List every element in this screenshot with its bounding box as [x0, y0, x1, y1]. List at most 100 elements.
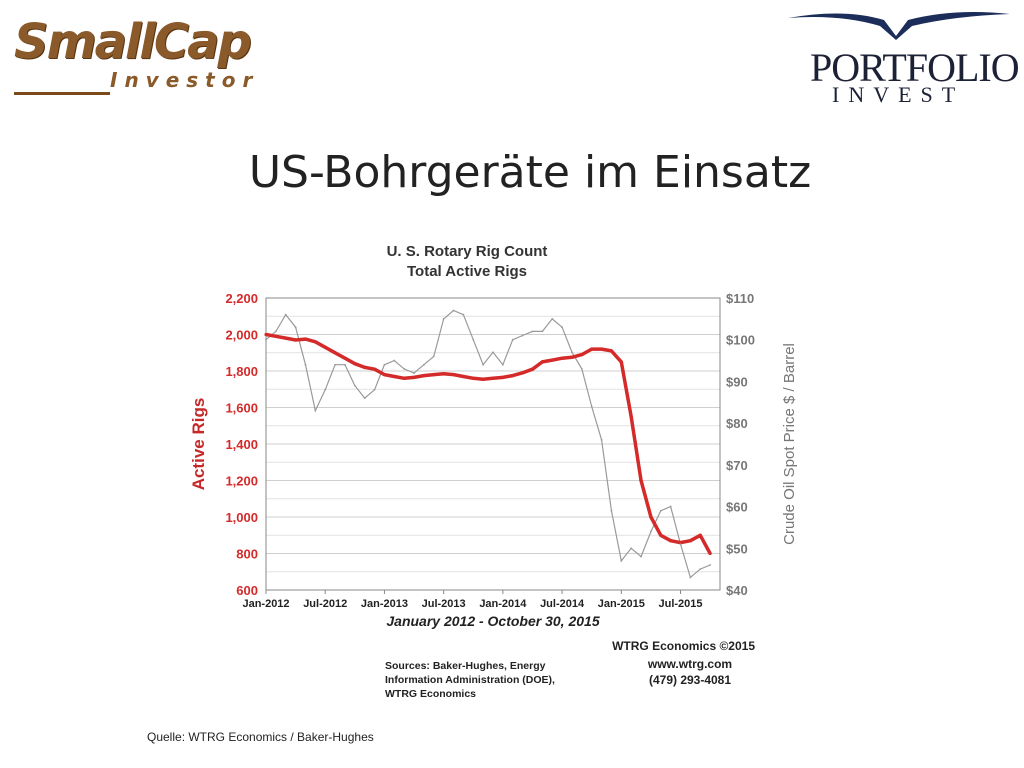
oil-price-point — [669, 505, 672, 508]
y2-tick-label: $70 — [726, 458, 748, 473]
rig-count-point — [392, 374, 396, 379]
oil-price-point — [462, 313, 465, 316]
rig-count-point — [540, 360, 544, 364]
oil-price-point — [699, 568, 702, 571]
oil-price-point — [521, 334, 524, 337]
oil-price-point — [551, 317, 554, 320]
rig-count-point — [619, 360, 623, 364]
smallcap-logo-subline: Investor — [110, 68, 260, 92]
oil-price-point — [452, 309, 455, 312]
oil-price-point — [531, 330, 534, 333]
oil-price-point — [442, 317, 445, 320]
rig-count-point — [303, 337, 308, 341]
y-axis-ticks: 600 800 1,000 1,200 1,400 1,600 1,800 2,000 2,20… — [225, 291, 258, 598]
oil-price-point — [413, 372, 415, 374]
rig-count-point — [669, 539, 673, 543]
website-note: www.wtrg.com — [647, 657, 732, 671]
rig-count-point — [432, 373, 436, 377]
oil-price-point — [363, 397, 366, 400]
oil-price-point — [304, 363, 307, 366]
source-caption: Quelle: WTRG Economics / Baker-Hughes — [147, 730, 374, 744]
y-axis-label: Active Rigs — [189, 398, 208, 491]
oil-price-point — [541, 330, 544, 333]
oil-price-point — [393, 359, 396, 362]
slide-title: US-Bohrgeräte im Einsatz — [248, 147, 812, 198]
rig-count-point — [284, 336, 288, 340]
rig-count-point — [402, 376, 406, 380]
rig-count-point — [274, 334, 278, 338]
publisher-note: WTRG Economics ©2015 — [612, 639, 755, 653]
rig-count-point — [550, 358, 554, 362]
y2-tick-label: $80 — [726, 416, 748, 431]
portfolio-logo-wordmark: PORTFOLIO — [810, 45, 1020, 90]
oil-price-point — [689, 576, 692, 579]
rig-count-point — [313, 340, 317, 344]
portfolio-invest-logo: PORTFOLIO INVEST — [784, 6, 1020, 107]
rig-count-point — [363, 365, 367, 369]
rig-count-point — [333, 351, 337, 355]
rig-count-point — [698, 533, 702, 537]
rig-count-point — [471, 376, 475, 380]
rig-count-point — [412, 375, 416, 379]
x-tick-label: Jan-2015 — [598, 598, 645, 610]
oil-price-point — [373, 388, 376, 391]
y2-tick-label: $90 — [726, 374, 748, 389]
phone-note: (479) 293-4081 — [649, 673, 731, 687]
oil-price-point — [324, 388, 327, 391]
rig-count-point — [530, 367, 535, 371]
oil-price-point — [482, 363, 485, 366]
plot-frame — [265, 297, 721, 591]
rig-count-point — [372, 367, 377, 371]
x-axis-ticks: Jan-2012 Jul-2012 Jan-2013 Jul-2013 Jan-2014… — [242, 590, 703, 610]
oil-price-point — [383, 363, 386, 366]
sources-line-3: WTRG Economics — [385, 688, 476, 700]
rig-count-point — [501, 375, 505, 379]
rig-count-point — [521, 371, 525, 375]
rig-count-point — [451, 373, 456, 377]
oil-price-point — [580, 368, 583, 370]
oil-price-point — [610, 509, 613, 512]
rig-count-point — [323, 345, 327, 349]
oil-price-point — [679, 543, 682, 546]
sources-line-2: Information Administration (DOE), — [385, 674, 555, 686]
y2-tick-label: $60 — [726, 500, 748, 515]
oil-price-point — [640, 555, 642, 558]
x-tick-label: Jul-2014 — [540, 598, 585, 610]
rig-count-point — [688, 539, 692, 543]
oil-price-point — [294, 326, 297, 329]
rig-count-point — [481, 377, 485, 381]
oil-price-point — [344, 363, 346, 366]
y-tick-label: 2,200 — [225, 291, 258, 306]
oil-price-point — [432, 355, 435, 358]
x-tick-label: Jul-2015 — [659, 598, 703, 610]
rig-count-point — [294, 338, 298, 342]
oil-price-point — [630, 547, 633, 550]
rig-count-point — [422, 373, 426, 378]
y-tick-label: 1,600 — [225, 401, 258, 416]
rig-count-point — [491, 376, 495, 380]
x-tick-label: Jul-2013 — [422, 598, 466, 610]
smallcap-investor-logo: SmallCap Investor — [14, 12, 294, 98]
wing-icon — [788, 12, 1010, 40]
x-tick-label: Jan-2014 — [479, 598, 527, 610]
x-tick-label: Jan-2012 — [242, 598, 289, 610]
rig-count-chart: 600 800 1,000 1,200 1,400 1,600 1,800 2,000 2,20… — [189, 243, 798, 700]
rig-count-point — [570, 355, 574, 359]
y-tick-label: 1,200 — [225, 474, 258, 489]
y2-tick-label: $110 — [726, 291, 754, 306]
oil-price-point — [650, 530, 652, 533]
y2-axis-ticks: $40 $50 $60 $70 $80 $90 $100 $110 — [726, 291, 755, 598]
oil-price-point — [501, 363, 504, 366]
x-tick-label: Jan-2013 — [361, 598, 408, 610]
oil-price-point — [334, 363, 336, 366]
oil-price-point — [511, 338, 514, 341]
rig-count-point — [649, 515, 653, 519]
y-tick-label: 800 — [236, 547, 258, 562]
oil-price-point — [600, 438, 603, 441]
rig-count-point — [442, 372, 446, 376]
oil-price-point — [620, 559, 623, 562]
rig-count-points — [264, 332, 712, 556]
rig-count-point — [264, 332, 268, 337]
portfolio-logo-subline: INVEST — [832, 82, 965, 107]
rig-count-point — [639, 478, 643, 483]
